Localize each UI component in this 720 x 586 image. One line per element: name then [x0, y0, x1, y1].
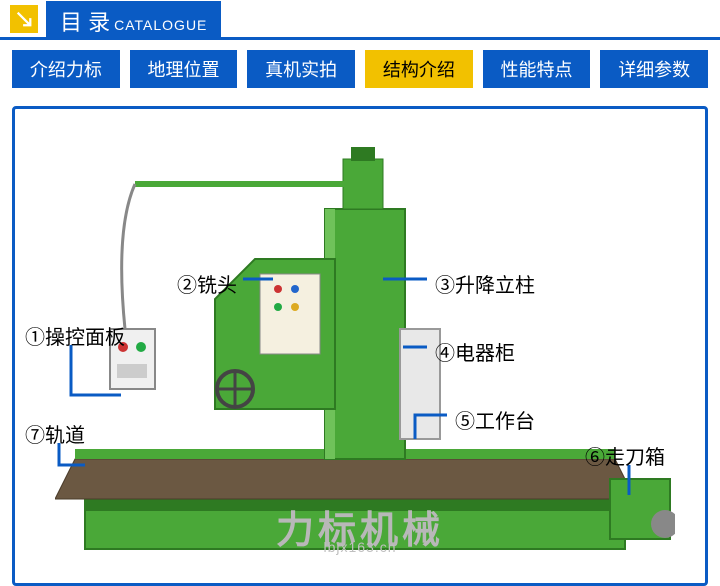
- header-title-zh: 目 录: [60, 5, 110, 37]
- tab-structure[interactable]: 结构介绍: [365, 50, 473, 88]
- annotation-3: ③升降立柱: [435, 269, 535, 298]
- tab-intro[interactable]: 介绍力标: [12, 50, 120, 88]
- header-title: 目 录 CATALOGUE: [46, 1, 221, 37]
- tab-specs[interactable]: 详细参数: [600, 50, 708, 88]
- annotation-5: ⑤工作台: [455, 405, 535, 434]
- tab-photos[interactable]: 真机实拍: [247, 50, 355, 88]
- tab-features[interactable]: 性能特点: [483, 50, 591, 88]
- tab-location[interactable]: 地理位置: [130, 50, 238, 88]
- annotation-7: ⑦轨道: [25, 419, 85, 448]
- structure-diagram: ①操控面板 ②铣头 ③升降立柱 ④电器柜 ⑤工作台 ⑥走刀箱 ⑦轨道 力标机械 …: [12, 106, 708, 586]
- tab-bar: 介绍力标 地理位置 真机实拍 结构介绍 性能特点 详细参数: [0, 40, 720, 98]
- annotation-1: ①操控面板: [25, 321, 125, 350]
- header-arrow-icon: [10, 5, 38, 33]
- catalog-header: 目 录 CATALOGUE: [0, 0, 720, 40]
- annotation-6: ⑥走刀箱: [585, 441, 665, 470]
- annotation-2: ②铣头: [177, 269, 237, 298]
- header-title-en: CATALOGUE: [114, 17, 207, 33]
- watermark-url: lbjx163.cn: [323, 539, 396, 555]
- annotation-4: ④电器柜: [435, 337, 515, 366]
